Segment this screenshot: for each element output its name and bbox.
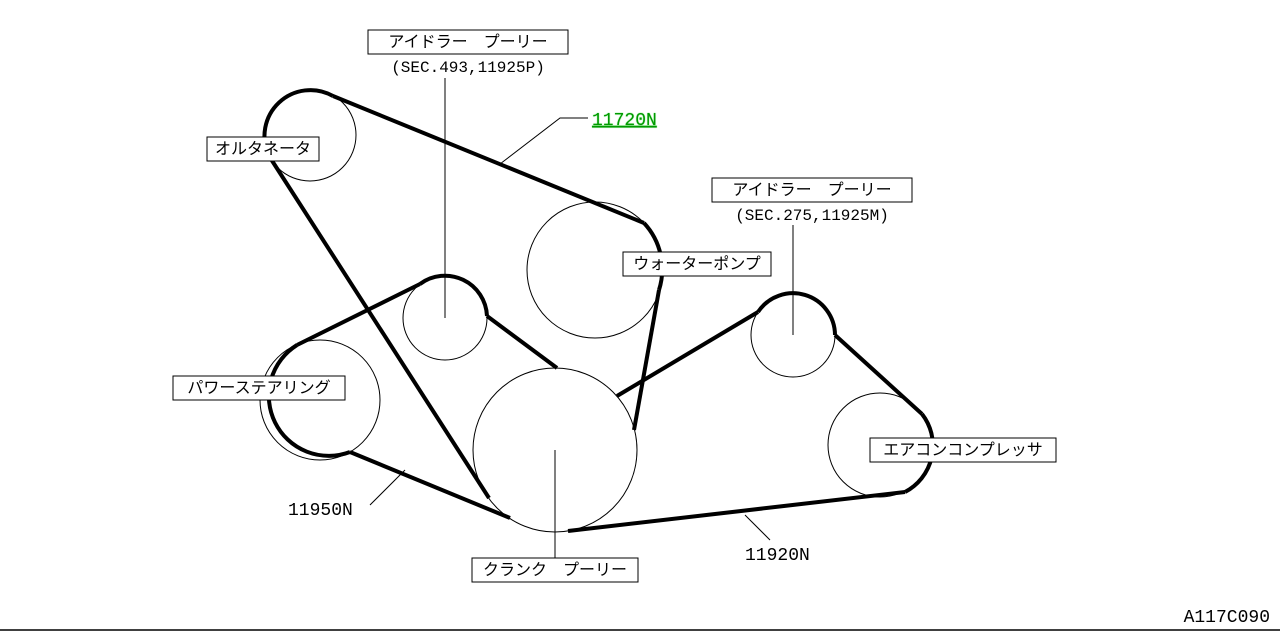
leader-11950N	[370, 470, 405, 505]
part-number-11950N: 11950N	[288, 501, 353, 521]
label-alternator: オルタネータ	[207, 137, 319, 161]
label-ps: パワーステアリング	[173, 376, 345, 400]
leader-11720N	[500, 118, 588, 164]
label-ac: エアコンコンプレッサ	[870, 438, 1056, 462]
part-number-11720N: 11720N	[592, 111, 657, 131]
label-idler-m-line1: アイドラー プーリー	[732, 181, 891, 200]
label-idler-p: アイドラー プーリー (SEC.493,11925P)	[368, 30, 568, 77]
label-crank: クランク プーリー	[472, 558, 638, 582]
part-number-11920N: 11920N	[745, 546, 810, 566]
pulley-alternator	[264, 89, 356, 181]
label-idler-p-line2: (SEC.493,11925P)	[391, 59, 545, 77]
label-idler-p-line1: アイドラー プーリー	[388, 33, 547, 52]
label-ac-text: エアコンコンプレッサ	[883, 441, 1043, 460]
belt-11720N	[264, 90, 662, 498]
label-alternator-text: オルタネータ	[215, 140, 311, 159]
label-idler-m-line2: (SEC.275,11925M)	[735, 207, 889, 225]
diagram-code: A117C090	[1184, 608, 1270, 628]
leader-11920N	[745, 515, 770, 540]
label-water-pump: ウォーターポンプ	[623, 252, 771, 276]
label-idler-m: アイドラー プーリー (SEC.275,11925M)	[712, 178, 912, 225]
belt-routing-diagram: アイドラー プーリー (SEC.493,11925P) アイドラー プーリー (…	[0, 0, 1280, 640]
label-ps-text: パワーステアリング	[187, 379, 330, 398]
label-crank-text: クランク プーリー	[483, 561, 627, 580]
label-water-pump-text: ウォーターポンプ	[633, 255, 761, 274]
